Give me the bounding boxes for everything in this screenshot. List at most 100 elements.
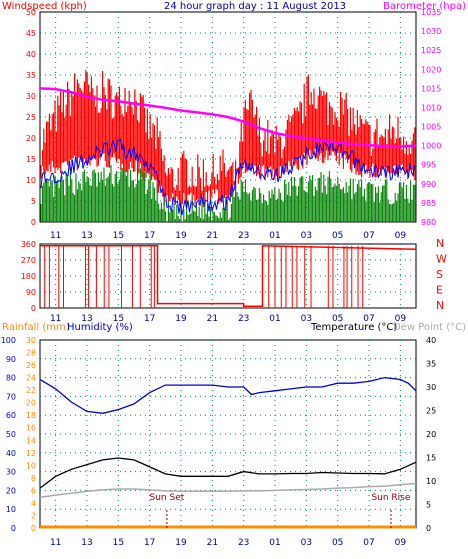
- humidity-tick-label: 90: [6, 355, 16, 364]
- compass-label: N: [436, 299, 444, 312]
- rain-tick-label: 30: [26, 336, 36, 345]
- rain-tick-label: 14: [26, 436, 36, 445]
- x-tick-label: 21: [207, 314, 218, 324]
- x-tick-label: 01: [269, 538, 280, 548]
- humidity-tick-label: 50: [6, 430, 16, 439]
- baro-tick-label: 1005: [421, 123, 441, 132]
- rain-tick-label: 18: [26, 411, 36, 420]
- wind-tick-label: 35: [26, 71, 36, 80]
- rain-tick-label: 26: [26, 361, 36, 370]
- rain-axis-title: Rainfall (mm): [2, 322, 70, 333]
- x-tick-label: 11: [50, 538, 61, 548]
- humidity-tick-label: 0: [11, 524, 16, 533]
- humidity-tick-label: 60: [6, 411, 16, 420]
- direction-tick-label: 360: [21, 240, 36, 249]
- x-tick-label: 05: [332, 538, 343, 548]
- baro-tick-label: 1035: [421, 8, 441, 17]
- x-tick-label: 01: [269, 314, 280, 324]
- temp-plot-area: [39, 339, 417, 529]
- direction-tick-label: 90: [26, 288, 36, 297]
- x-tick-label: 01: [269, 231, 280, 241]
- humidity-tick-label: 80: [6, 374, 16, 383]
- rain-tick-label: 8: [31, 474, 36, 483]
- temperature-tick-label: 10: [426, 477, 436, 486]
- x-tick-label: 05: [332, 231, 343, 241]
- temperature-tick-label: 20: [426, 430, 436, 439]
- direction-tick-label: 0: [31, 304, 36, 313]
- x-tick-label: 11: [50, 314, 61, 324]
- compass-label: S: [436, 268, 443, 281]
- wind-tick-label: 5: [31, 197, 36, 206]
- baro-axis-title: Barometer (hpa): [383, 1, 466, 12]
- wind-direction-line: [40, 245, 417, 307]
- baro-tick-label: 1025: [421, 46, 441, 55]
- x-tick-label: 03: [301, 231, 312, 241]
- temperature-tick-label: 30: [426, 383, 436, 392]
- rain-tick-label: 0: [31, 524, 36, 533]
- baro-tick-label: 985: [421, 199, 436, 208]
- rain-tick-label: 4: [31, 499, 36, 508]
- baro-tick-label: 1010: [421, 103, 441, 112]
- chart-title: 24 hour graph day : 11 August 2013: [164, 1, 346, 12]
- humidity-tick-label: 40: [6, 449, 16, 458]
- sun-label: Sun Set: [150, 493, 185, 503]
- temperature-line: [39, 457, 417, 489]
- x-tick-label: 19: [175, 314, 187, 324]
- wind-tick-label: 15: [26, 155, 36, 164]
- x-tick-label: 23: [238, 231, 249, 241]
- rain-tick-label: 28: [26, 349, 36, 358]
- rain-tick-label: 12: [26, 449, 36, 458]
- x-tick-label: 05: [332, 314, 343, 324]
- x-tick-label: 13: [81, 538, 92, 548]
- lull-series: [40, 165, 416, 222]
- wind-tick-label: 25: [26, 113, 36, 122]
- compass-label: E: [436, 284, 443, 297]
- rain-tick-label: 2: [31, 511, 36, 520]
- rain-tick-label: 20: [26, 399, 36, 408]
- compass-label: W: [436, 253, 447, 266]
- x-tick-label: 19: [175, 538, 187, 548]
- wind-tick-label: 45: [26, 29, 36, 38]
- x-tick-label: 17: [144, 314, 155, 324]
- temperature-tick-label: 0: [426, 524, 431, 533]
- humidity-tick-label: 20: [6, 486, 16, 495]
- rain-tick-label: 22: [26, 386, 36, 395]
- x-tick-label: 03: [301, 314, 312, 324]
- baro-tick-label: 995: [421, 161, 436, 170]
- x-tick-label: 21: [207, 231, 218, 241]
- baro-tick-label: 1000: [421, 142, 441, 151]
- x-tick-label: 15: [113, 231, 124, 241]
- x-tick-label: 09: [395, 538, 407, 548]
- x-tick-label: 07: [363, 538, 374, 548]
- rain-tick-label: 6: [31, 486, 36, 495]
- compass-label: N: [436, 237, 444, 250]
- temperature-tick-label: 40: [426, 336, 436, 345]
- direction-plot-area: [39, 243, 417, 309]
- wind-axis-title: Windspeed (kph): [2, 1, 87, 12]
- wind-tick-label: 50: [26, 8, 36, 17]
- average-wind-line: [40, 138, 415, 215]
- x-tick-label: 07: [363, 231, 374, 241]
- sun-label: Sun Rise: [371, 493, 410, 503]
- rain-tick-label: 16: [26, 424, 36, 433]
- x-tick-label: 15: [113, 314, 124, 324]
- x-tick-label: 23: [238, 314, 249, 324]
- baro-tick-label: 1030: [421, 27, 441, 36]
- baro-tick-label: 1015: [421, 84, 441, 93]
- x-tick-label: 13: [81, 314, 92, 324]
- temperature-tick-label: 25: [426, 407, 436, 416]
- humidity-tick-label: 70: [6, 392, 16, 401]
- x-tick-label: 09: [395, 231, 407, 241]
- x-tick-label: 09: [395, 314, 407, 324]
- wind-tick-label: 10: [26, 176, 36, 185]
- x-tick-label: 19: [175, 231, 187, 241]
- humidity-line: [39, 376, 417, 414]
- temperature-axis-title: Temperature (°C): [310, 322, 397, 333]
- wind-tick-label: 40: [26, 50, 36, 59]
- rain-tick-label: 24: [26, 374, 36, 383]
- humidity-tick-label: 100: [1, 336, 16, 345]
- rain-tick-label: 10: [26, 461, 36, 470]
- wind-tick-label: 20: [26, 134, 36, 143]
- temperature-tick-label: 15: [426, 454, 436, 463]
